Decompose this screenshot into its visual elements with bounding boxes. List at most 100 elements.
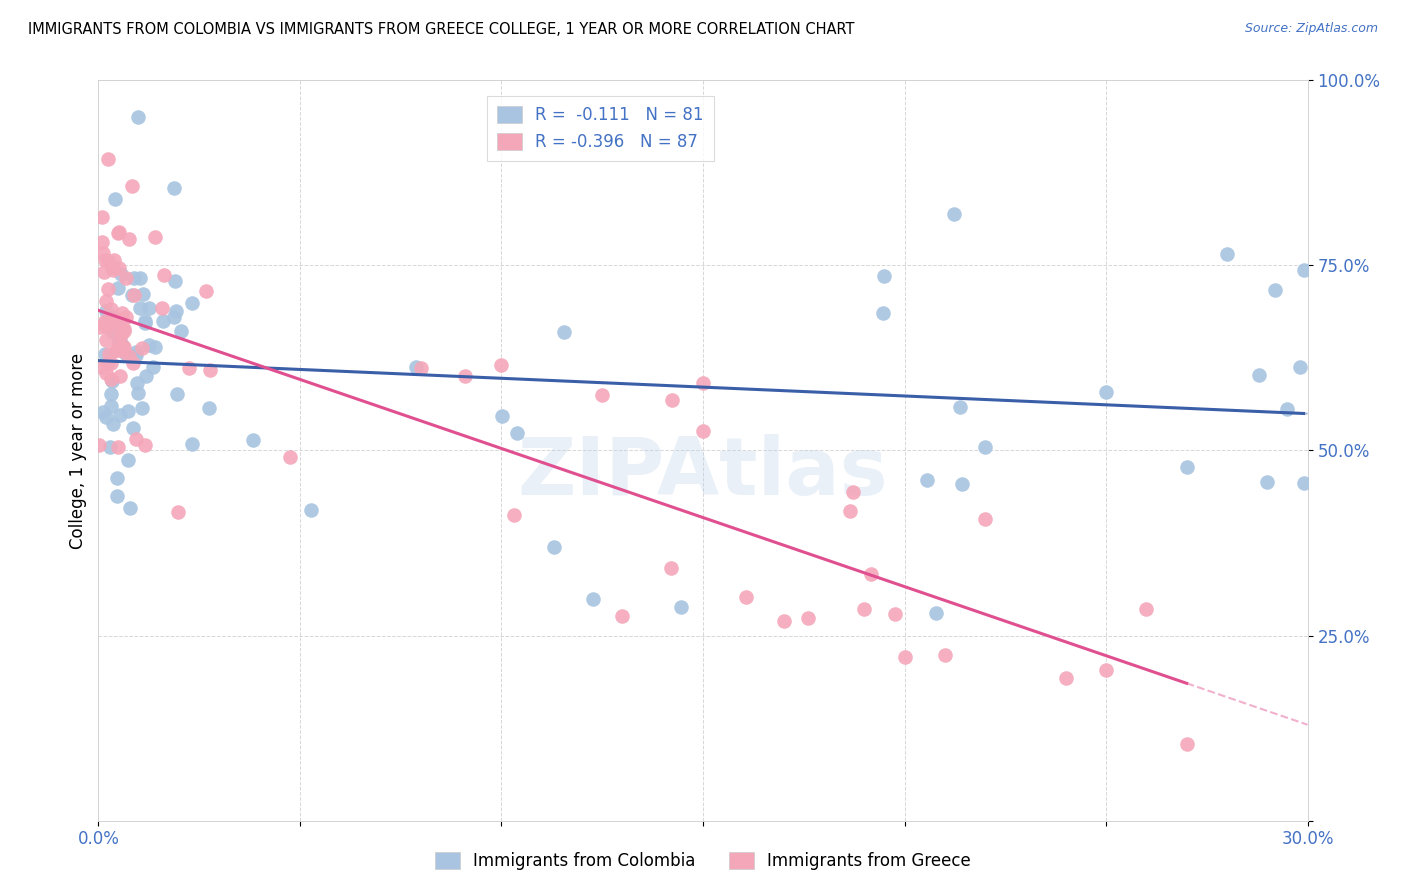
Point	[942, 206, 965, 220]
Point	[104, 324, 127, 338]
Point	[111, 339, 134, 353]
Point	[735, 591, 758, 605]
Point	[91, 405, 114, 419]
Point	[142, 360, 165, 375]
Point	[89, 438, 111, 452]
Point	[94, 304, 117, 318]
Point	[152, 268, 174, 282]
Legend: Immigrants from Colombia, Immigrants from Greece: Immigrants from Colombia, Immigrants fro…	[429, 845, 977, 877]
Point	[118, 349, 141, 363]
Point	[166, 387, 188, 401]
Point	[949, 400, 972, 414]
Point	[125, 348, 148, 362]
Point	[122, 287, 145, 301]
Point	[111, 338, 134, 352]
Point	[409, 361, 432, 376]
Point	[91, 246, 114, 260]
Point	[121, 288, 143, 302]
Point	[893, 650, 915, 665]
Point	[104, 193, 127, 207]
Point	[105, 490, 128, 504]
Point	[110, 267, 132, 281]
Point	[90, 210, 112, 224]
Point	[101, 316, 124, 330]
Point	[143, 340, 166, 354]
Point	[125, 432, 148, 446]
Point	[98, 440, 121, 454]
Point	[100, 400, 122, 414]
Point	[165, 304, 187, 318]
Point	[96, 409, 118, 424]
Point	[100, 356, 122, 370]
Point	[1175, 737, 1198, 751]
Point	[108, 368, 131, 383]
Point	[138, 338, 160, 352]
Text: ZIPAtlas: ZIPAtlas	[517, 434, 889, 512]
Point	[105, 343, 128, 358]
Point	[841, 485, 863, 500]
Point	[134, 314, 156, 328]
Point	[553, 325, 575, 339]
Point	[89, 320, 111, 334]
Point	[1135, 602, 1157, 616]
Point	[93, 317, 115, 331]
Point	[122, 356, 145, 370]
Point	[97, 347, 120, 361]
Point	[582, 591, 605, 606]
Point	[1277, 401, 1299, 416]
Point	[91, 359, 114, 374]
Point	[1249, 368, 1271, 382]
Point	[117, 404, 139, 418]
Point	[1216, 247, 1239, 261]
Point	[163, 310, 186, 324]
Point	[873, 269, 896, 284]
Point	[100, 387, 122, 401]
Point	[120, 501, 142, 516]
Point	[915, 473, 938, 487]
Y-axis label: College, 1 year or more: College, 1 year or more	[69, 352, 87, 549]
Point	[100, 375, 122, 389]
Point	[111, 312, 134, 326]
Point	[170, 324, 193, 338]
Point	[506, 425, 529, 440]
Point	[107, 280, 129, 294]
Point	[491, 358, 513, 372]
Point	[591, 388, 613, 402]
Point	[122, 271, 145, 285]
Point	[108, 261, 131, 276]
Point	[108, 409, 131, 423]
Point	[181, 437, 204, 451]
Point	[198, 363, 221, 377]
Point	[692, 376, 714, 390]
Point	[101, 417, 124, 431]
Point	[101, 260, 124, 275]
Point	[131, 341, 153, 355]
Point	[543, 540, 565, 554]
Point	[114, 346, 136, 360]
Point	[131, 287, 153, 301]
Point	[97, 282, 120, 296]
Point	[121, 178, 143, 193]
Point	[198, 401, 221, 415]
Point	[94, 333, 117, 347]
Point	[145, 230, 167, 244]
Point	[112, 324, 135, 338]
Text: IMMIGRANTS FROM COLOMBIA VS IMMIGRANTS FROM GREECE COLLEGE, 1 YEAR OR MORE CORRE: IMMIGRANTS FROM COLOMBIA VS IMMIGRANTS F…	[28, 22, 855, 37]
Point	[97, 253, 120, 268]
Point	[1292, 475, 1315, 490]
Point	[1264, 283, 1286, 297]
Point	[405, 360, 427, 375]
Point	[93, 265, 115, 279]
Point	[839, 504, 862, 518]
Point	[111, 344, 134, 359]
Point	[103, 310, 125, 324]
Point	[125, 345, 148, 359]
Point	[1288, 359, 1310, 374]
Point	[671, 599, 693, 614]
Point	[491, 409, 513, 424]
Point	[107, 440, 129, 454]
Point	[150, 301, 173, 315]
Point	[134, 316, 156, 330]
Point	[100, 302, 122, 317]
Point	[163, 180, 186, 194]
